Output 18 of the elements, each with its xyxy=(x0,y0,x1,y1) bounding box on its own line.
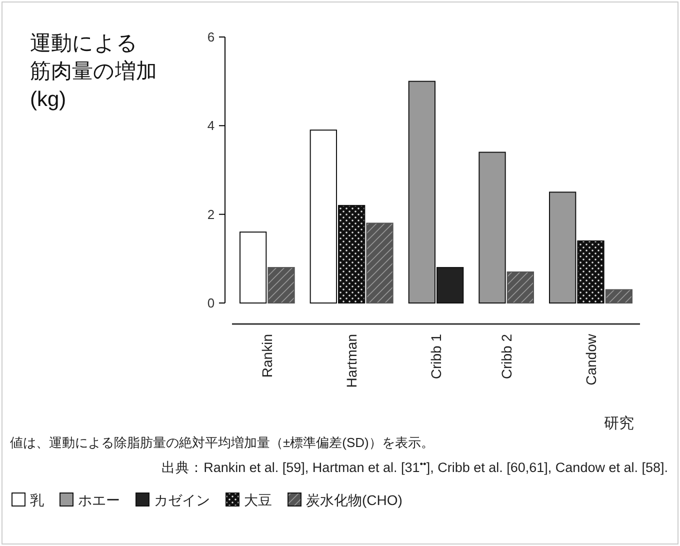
legend-label: 炭水化物(CHO) xyxy=(306,492,402,508)
x-tick-label: Hartman xyxy=(344,334,360,388)
y-tick-label: 6 xyxy=(207,30,215,44)
x-axis-title: 研究 xyxy=(604,415,634,432)
x-tick-label: Candow xyxy=(582,333,599,386)
text: 値は、運動による除脂肪量の絶対平均増加量（±標準偏差(SD)）を表示。 xyxy=(10,435,434,450)
y-tick-label: 4 xyxy=(207,118,215,134)
x-tick-label: Cribb 1 xyxy=(428,334,444,380)
x-tick-label: Rankin xyxy=(259,334,276,378)
legend-label: 大豆 xyxy=(244,492,272,508)
y-axis-title: 運動による筋肉量の増加(kg) xyxy=(30,32,157,111)
x-tick-label: Cribb 2 xyxy=(498,334,514,380)
y-tick-label: 0 xyxy=(207,296,215,310)
legend-label: カゼイン xyxy=(154,492,210,508)
y-tick-label: 2 xyxy=(207,206,215,222)
source-note: 出典：Rankin et al. [59], Hartman et al. [31$^{••}$], Cribb et al. [60,61], Candow et al. [58]. xyxy=(162,458,668,475)
legend-label: 乳 xyxy=(30,492,44,508)
legend-label: ホエー xyxy=(78,492,120,508)
